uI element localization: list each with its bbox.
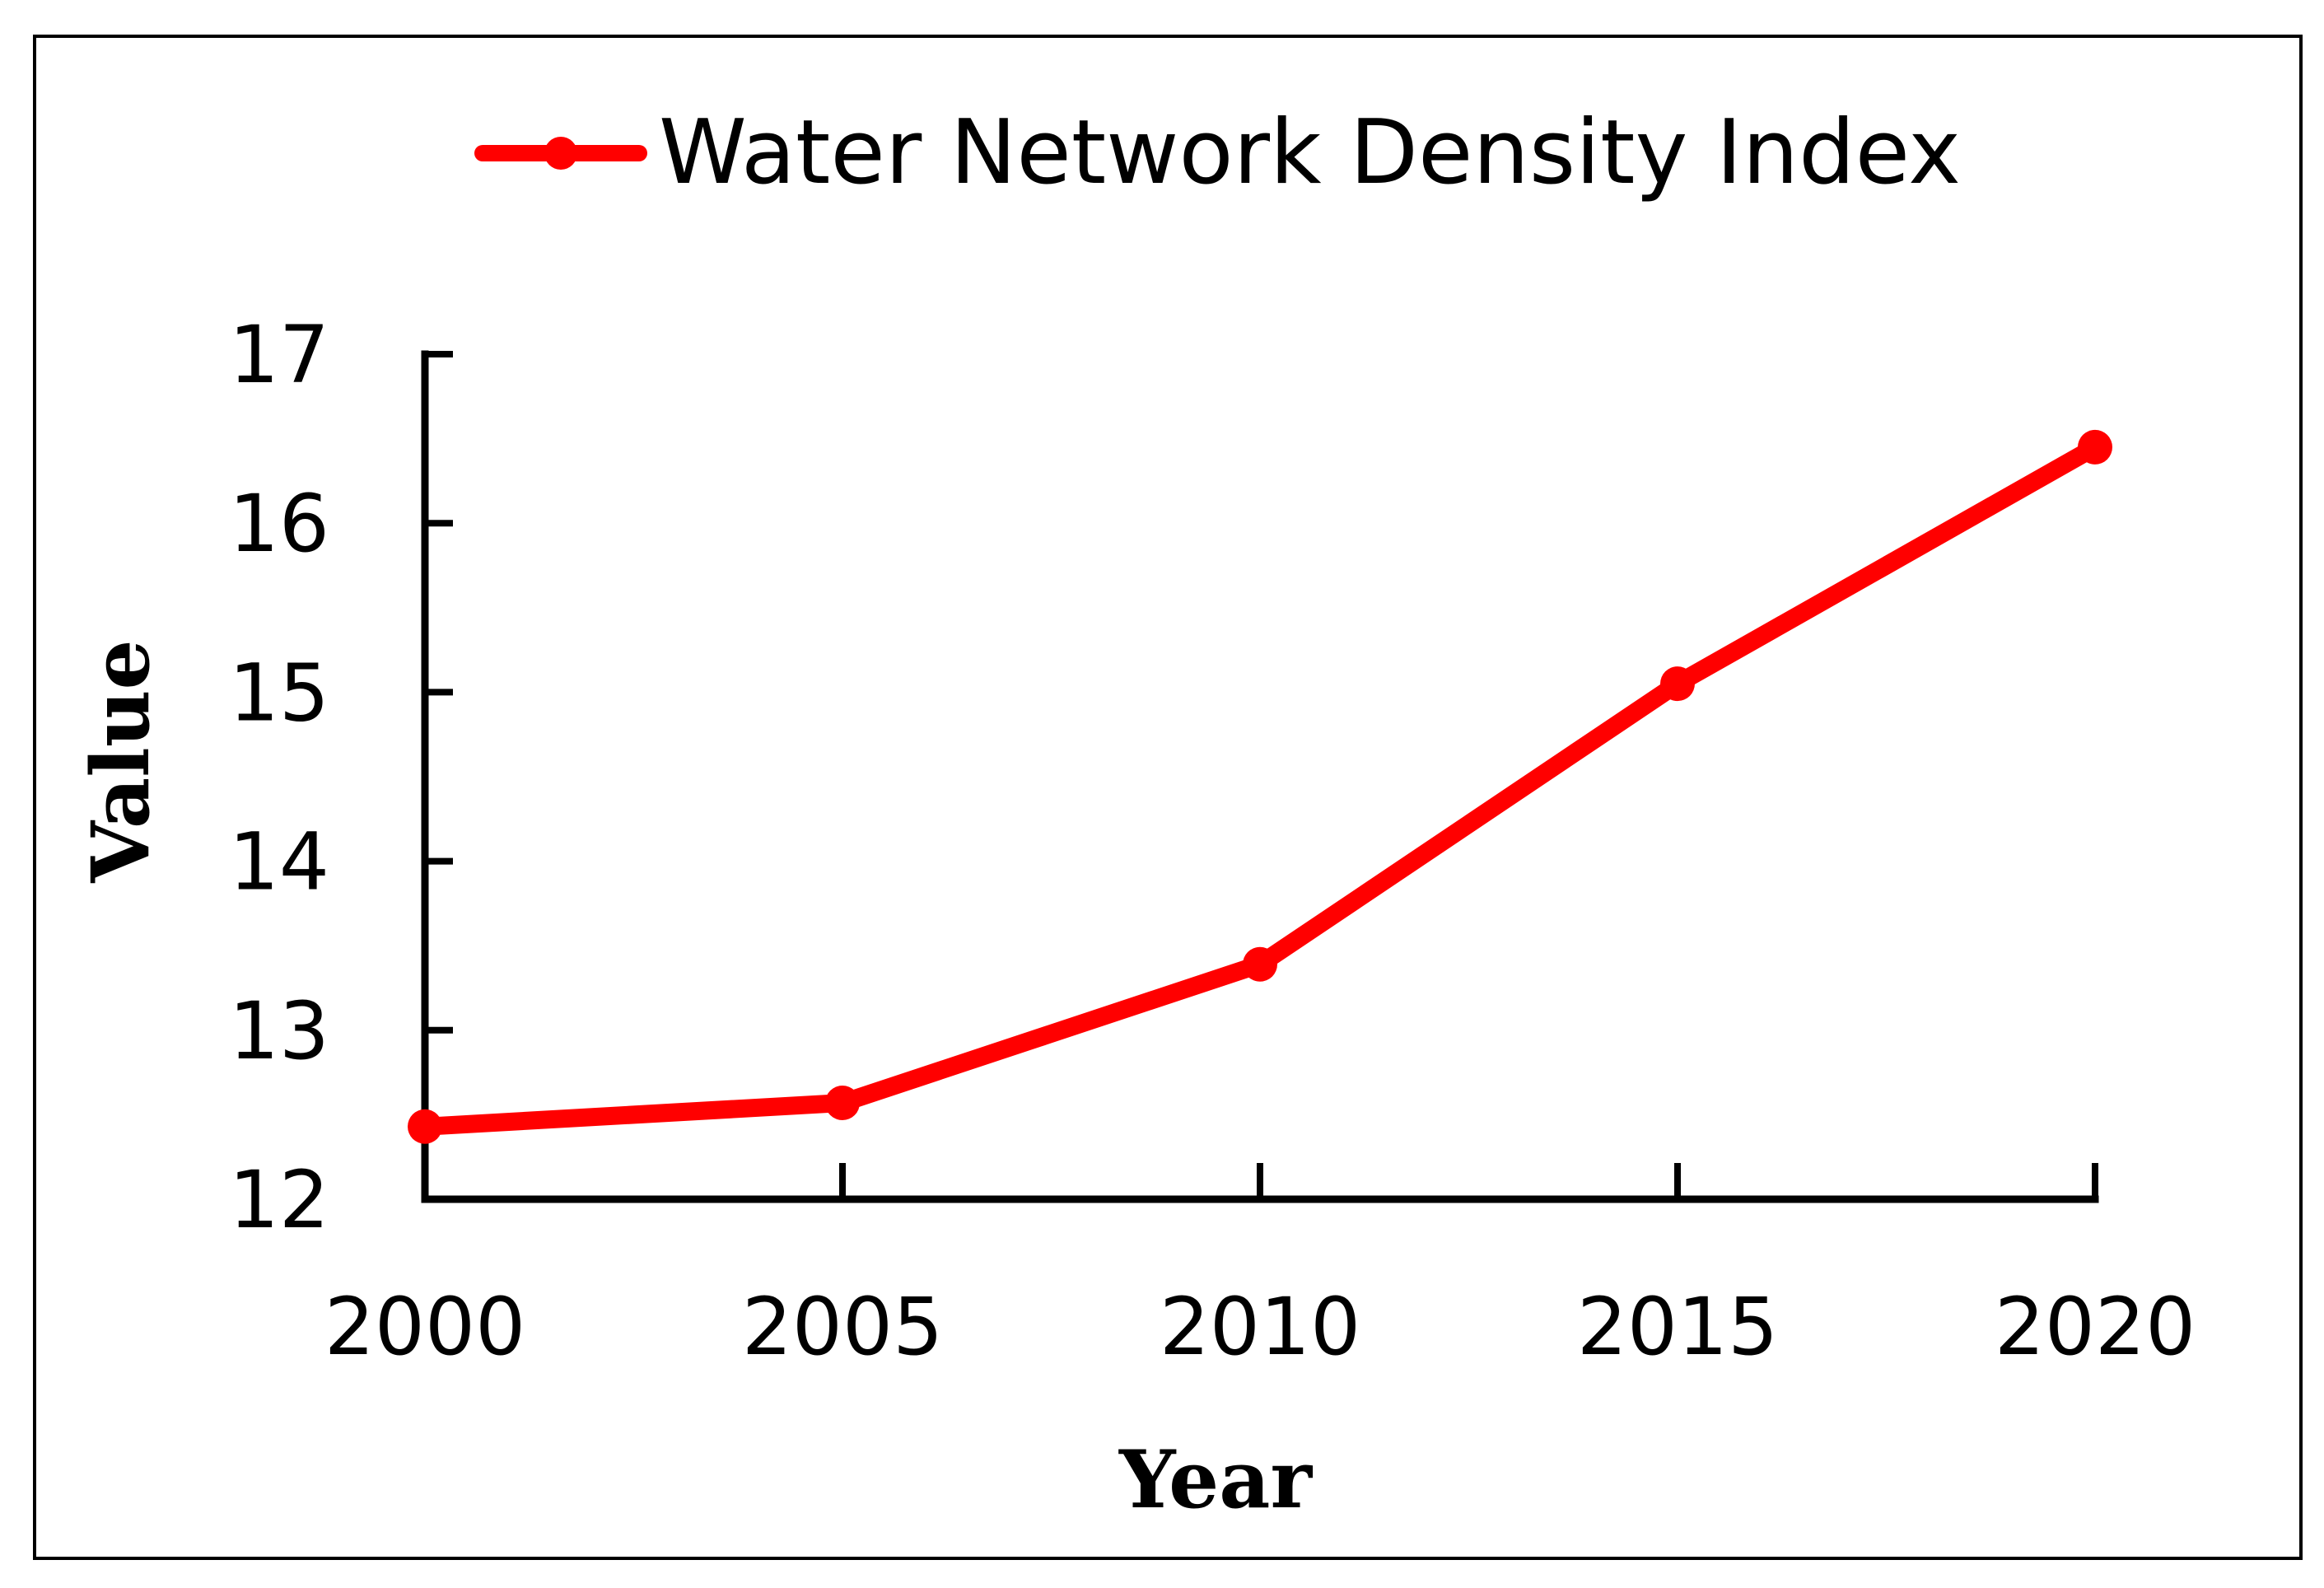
- y-ticks: 12 13 14 15 16 17: [229, 309, 453, 1246]
- y-axis-title: Value: [74, 639, 167, 883]
- data-point-marker: [1243, 946, 1277, 982]
- data-point-marker: [2078, 429, 2112, 465]
- series-line: [416, 437, 2104, 1136]
- x-tick-label: 2000: [324, 1281, 525, 1373]
- x-tick-label: 2015: [1577, 1281, 1778, 1373]
- x-ticks: 2000 2005 2010 2015 2020: [324, 1163, 2196, 1373]
- data-point-marker: [408, 1109, 442, 1144]
- data-point-marker: [825, 1086, 860, 1121]
- y-axis: 12 13 14 15 16 17: [229, 309, 453, 1246]
- data-point-marker: [1660, 666, 1695, 702]
- chart-frame: [33, 35, 2303, 1560]
- y-tick-label: 17: [229, 309, 329, 401]
- legend-marker-swatch: [544, 137, 577, 170]
- y-tick-label: 12: [229, 1154, 329, 1246]
- y-tick-label: 16: [229, 478, 329, 570]
- y-tick-label: 15: [229, 647, 329, 739]
- x-tick-label: 2005: [742, 1281, 943, 1373]
- legend-label: Water Network Density Index: [659, 101, 1961, 204]
- x-axis-title: Year: [1118, 1433, 1313, 1526]
- x-tick-label: 2020: [1995, 1281, 2196, 1373]
- y-tick-label: 14: [229, 816, 329, 908]
- x-axis: 2000 2005 2010 2015 2020: [324, 1163, 2196, 1373]
- series-group: [408, 429, 2112, 1144]
- legend: Water Network Density Index: [474, 101, 1961, 204]
- x-tick-label: 2010: [1160, 1281, 1360, 1373]
- y-tick-label: 13: [229, 985, 329, 1077]
